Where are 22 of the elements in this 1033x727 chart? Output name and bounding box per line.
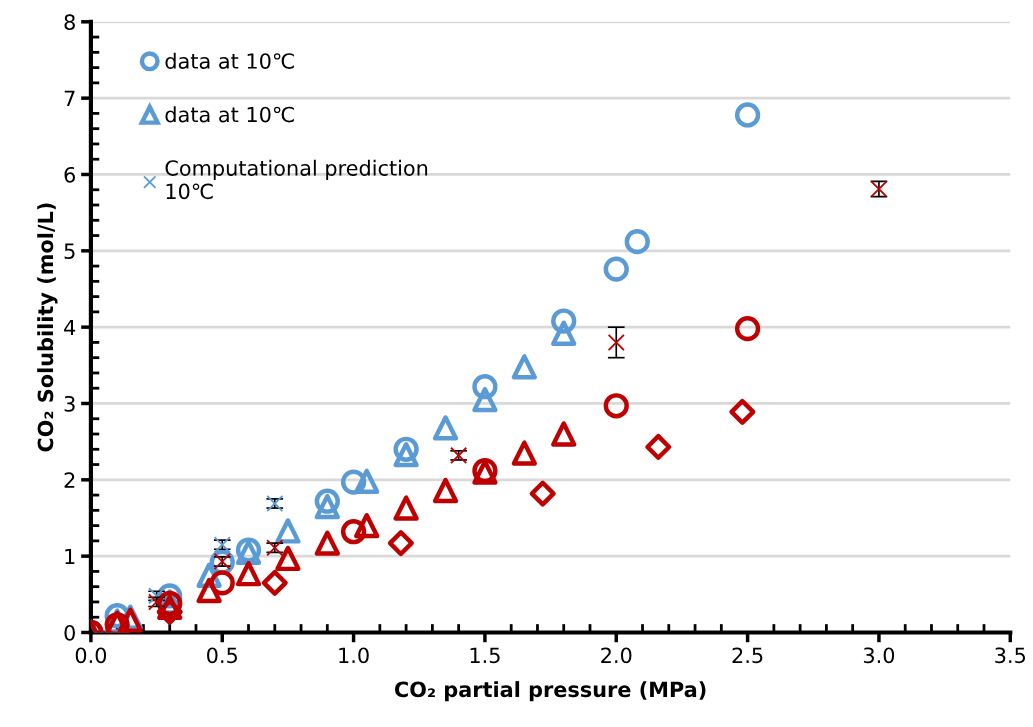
x-tick-label: 0.0 [75, 647, 107, 664]
y-axis-title: CO₂ Solubility (mol/L) [37, 203, 58, 452]
x-tick-label: 2.0 [601, 647, 632, 664]
y-tick-label: 0 [64, 624, 75, 641]
y-tick-label: 5 [64, 243, 75, 260]
y-tick-label: 8 [64, 14, 75, 31]
y-tick-label: 1 [65, 548, 75, 565]
y-tick-label: 6 [64, 166, 76, 183]
legend-label: Computational prediction 10℃ [165, 159, 428, 200]
x-tick-label: 2.5 [732, 647, 763, 664]
x-tick-label: 1.0 [339, 647, 369, 664]
y-tick-label: 3 [64, 395, 75, 412]
y-tick-label: 7 [64, 90, 75, 107]
legend-label: data at 10℃ [165, 106, 294, 123]
legend-label: data at 10℃ [165, 52, 294, 69]
x-tick-label: 3.5 [995, 647, 1026, 664]
x-tick-label: 0.5 [207, 647, 237, 664]
x-tick-label: 3.0 [863, 647, 895, 664]
x-axis-title: CO₂ partial pressure (MPa) [394, 681, 706, 702]
x-tick-label: 1.5 [470, 647, 500, 664]
y-tick-label: 4 [64, 319, 76, 336]
y-tick-label: 2 [64, 472, 75, 488]
